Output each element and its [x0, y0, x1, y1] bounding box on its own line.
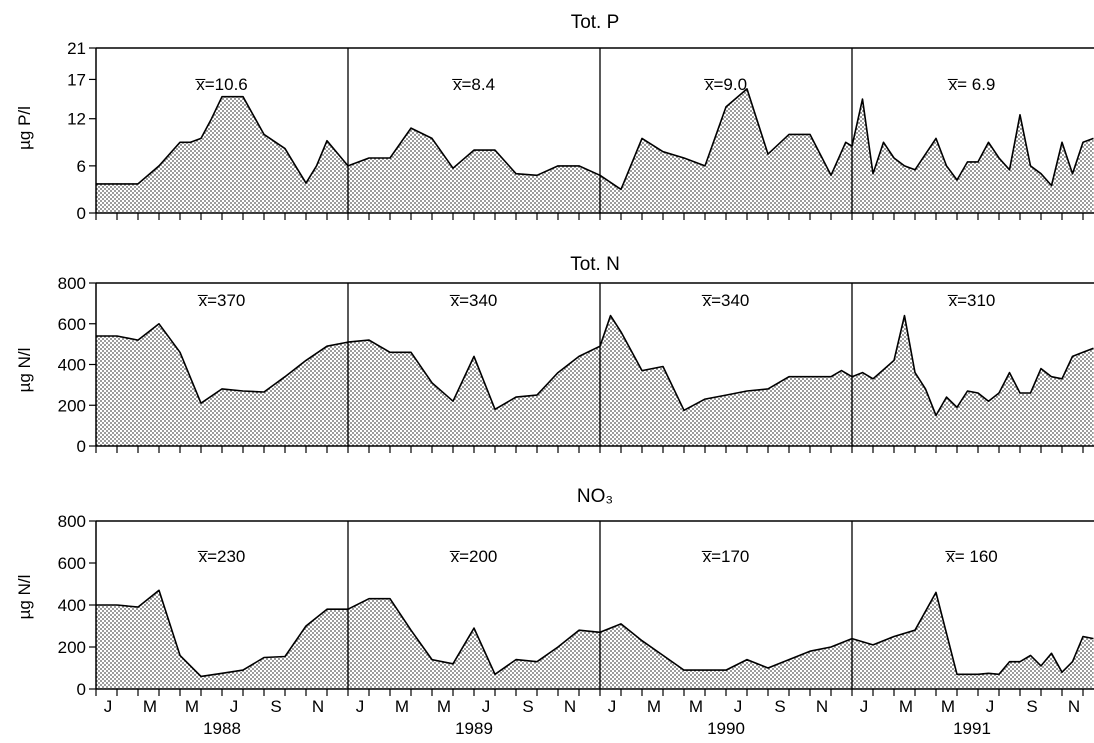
year-label-1991: 1991: [953, 719, 991, 738]
month-label-1990-mar: M: [647, 697, 661, 716]
area-fill-tot-p: [96, 88, 1094, 213]
y-tick-label-no3: 400: [58, 596, 86, 615]
month-label-1990-jan: J: [608, 697, 617, 716]
month-label-1991-mar: M: [899, 697, 913, 716]
y-tick-label-tot-p: 17: [67, 70, 86, 89]
month-label-1989-jul: J: [482, 697, 491, 716]
month-label-1990-sep: S: [774, 697, 785, 716]
y-tick-label-no3: 800: [58, 512, 86, 531]
y-tick-label-tot-n: 0: [77, 437, 86, 456]
mean-label-tot-p-1988: x̅=10.6: [195, 75, 247, 94]
y-tick-label-tot-n: 200: [58, 396, 86, 415]
y-tick-label-tot-p: 6: [77, 157, 86, 176]
y-tick-label-tot-n: 800: [58, 274, 86, 293]
y-tick-label-tot-n: 600: [58, 315, 86, 334]
month-label-1988-sep: S: [270, 697, 281, 716]
panel-tot-n: 0 200 400 600 800: [58, 274, 1094, 456]
mean-label-no3-1988: x̅=230: [198, 547, 246, 566]
month-label-1989-mar: M: [395, 697, 409, 716]
y-tick-label-tot-p: 0: [77, 204, 86, 223]
mean-label-tot-n-1988: x̅=370: [198, 291, 246, 310]
mean-label-tot-p-1989: x̅=8.4: [452, 75, 495, 94]
series-line-tot-p: [96, 88, 1094, 191]
series-line-no3: [96, 589, 1094, 678]
mean-label-no3-1990: x̅=170: [702, 547, 750, 566]
year-label-1990: 1990: [707, 719, 745, 738]
panels-layer: 0 6 12 17 21 0 200 400 600 800 0 200 400 600 800: [58, 39, 1094, 699]
month-label-1990-nov: N: [816, 697, 828, 716]
month-label-1991-may: M: [941, 697, 955, 716]
y-tick-label-tot-p: 12: [67, 110, 86, 129]
month-label-1989-jan: J: [356, 697, 365, 716]
y-tick-label-no3: 600: [58, 554, 86, 573]
year-label-1989: 1989: [455, 719, 493, 738]
month-label-1990-jul: J: [734, 697, 743, 716]
month-label-1991-jan: J: [860, 697, 869, 716]
y-tick-label-tot-p: 21: [67, 39, 86, 58]
panel-title-no3: NO₃: [577, 486, 613, 507]
mean-label-no3-1989: x̅=200: [450, 547, 498, 566]
month-label-1989-nov: N: [564, 697, 576, 716]
y-tick-label-no3: 0: [77, 680, 86, 699]
panel-no3: 0 200 400 600 800: [58, 512, 1094, 699]
month-label-1988-nov: N: [312, 697, 324, 716]
mean-label-tot-n-1990: x̅=340: [702, 291, 750, 310]
year-label-1988: 1988: [203, 719, 241, 738]
month-label-1989-sep: S: [522, 697, 533, 716]
month-label-1991-jul: J: [986, 697, 995, 716]
ylabel-no3: µg N/l: [15, 575, 34, 620]
mean-label-tot-n-1991: x̅=310: [948, 291, 996, 310]
month-label-1991-nov: N: [1068, 697, 1080, 716]
mean-label-tot-n-1989: x̅=340: [450, 291, 498, 310]
panel-title-tot-n: Tot. N: [570, 254, 620, 275]
panel-tot-p: 0 6 12 17 21: [67, 39, 1094, 223]
panel-title-tot-p: Tot. P: [571, 12, 620, 33]
month-label-1988-jul: J: [230, 697, 239, 716]
y-tick-label-no3: 200: [58, 638, 86, 657]
ylabel-tot-n: µg N/l: [15, 348, 34, 393]
area-fill-tot-n: [96, 315, 1094, 446]
mean-label-no3-1991: x̅= 160: [945, 547, 997, 566]
y-tick-label-tot-n: 400: [58, 356, 86, 375]
mean-label-tot-p-1991: x̅= 6.9: [948, 75, 996, 94]
month-label-1990-may: M: [689, 697, 703, 716]
mean-label-tot-p-1990: x̅=9.0: [704, 75, 747, 94]
month-label-1991-sep: S: [1026, 697, 1037, 716]
month-label-1988-may: M: [185, 697, 199, 716]
month-label-1988-mar: M: [143, 697, 157, 716]
month-label-1988-jan: J: [104, 697, 113, 716]
series-line-tot-n: [96, 314, 1094, 417]
month-label-1989-may: M: [437, 697, 451, 716]
area-fill-no3: [96, 590, 1094, 689]
ylabel-tot-p: µg P/l: [15, 106, 34, 150]
